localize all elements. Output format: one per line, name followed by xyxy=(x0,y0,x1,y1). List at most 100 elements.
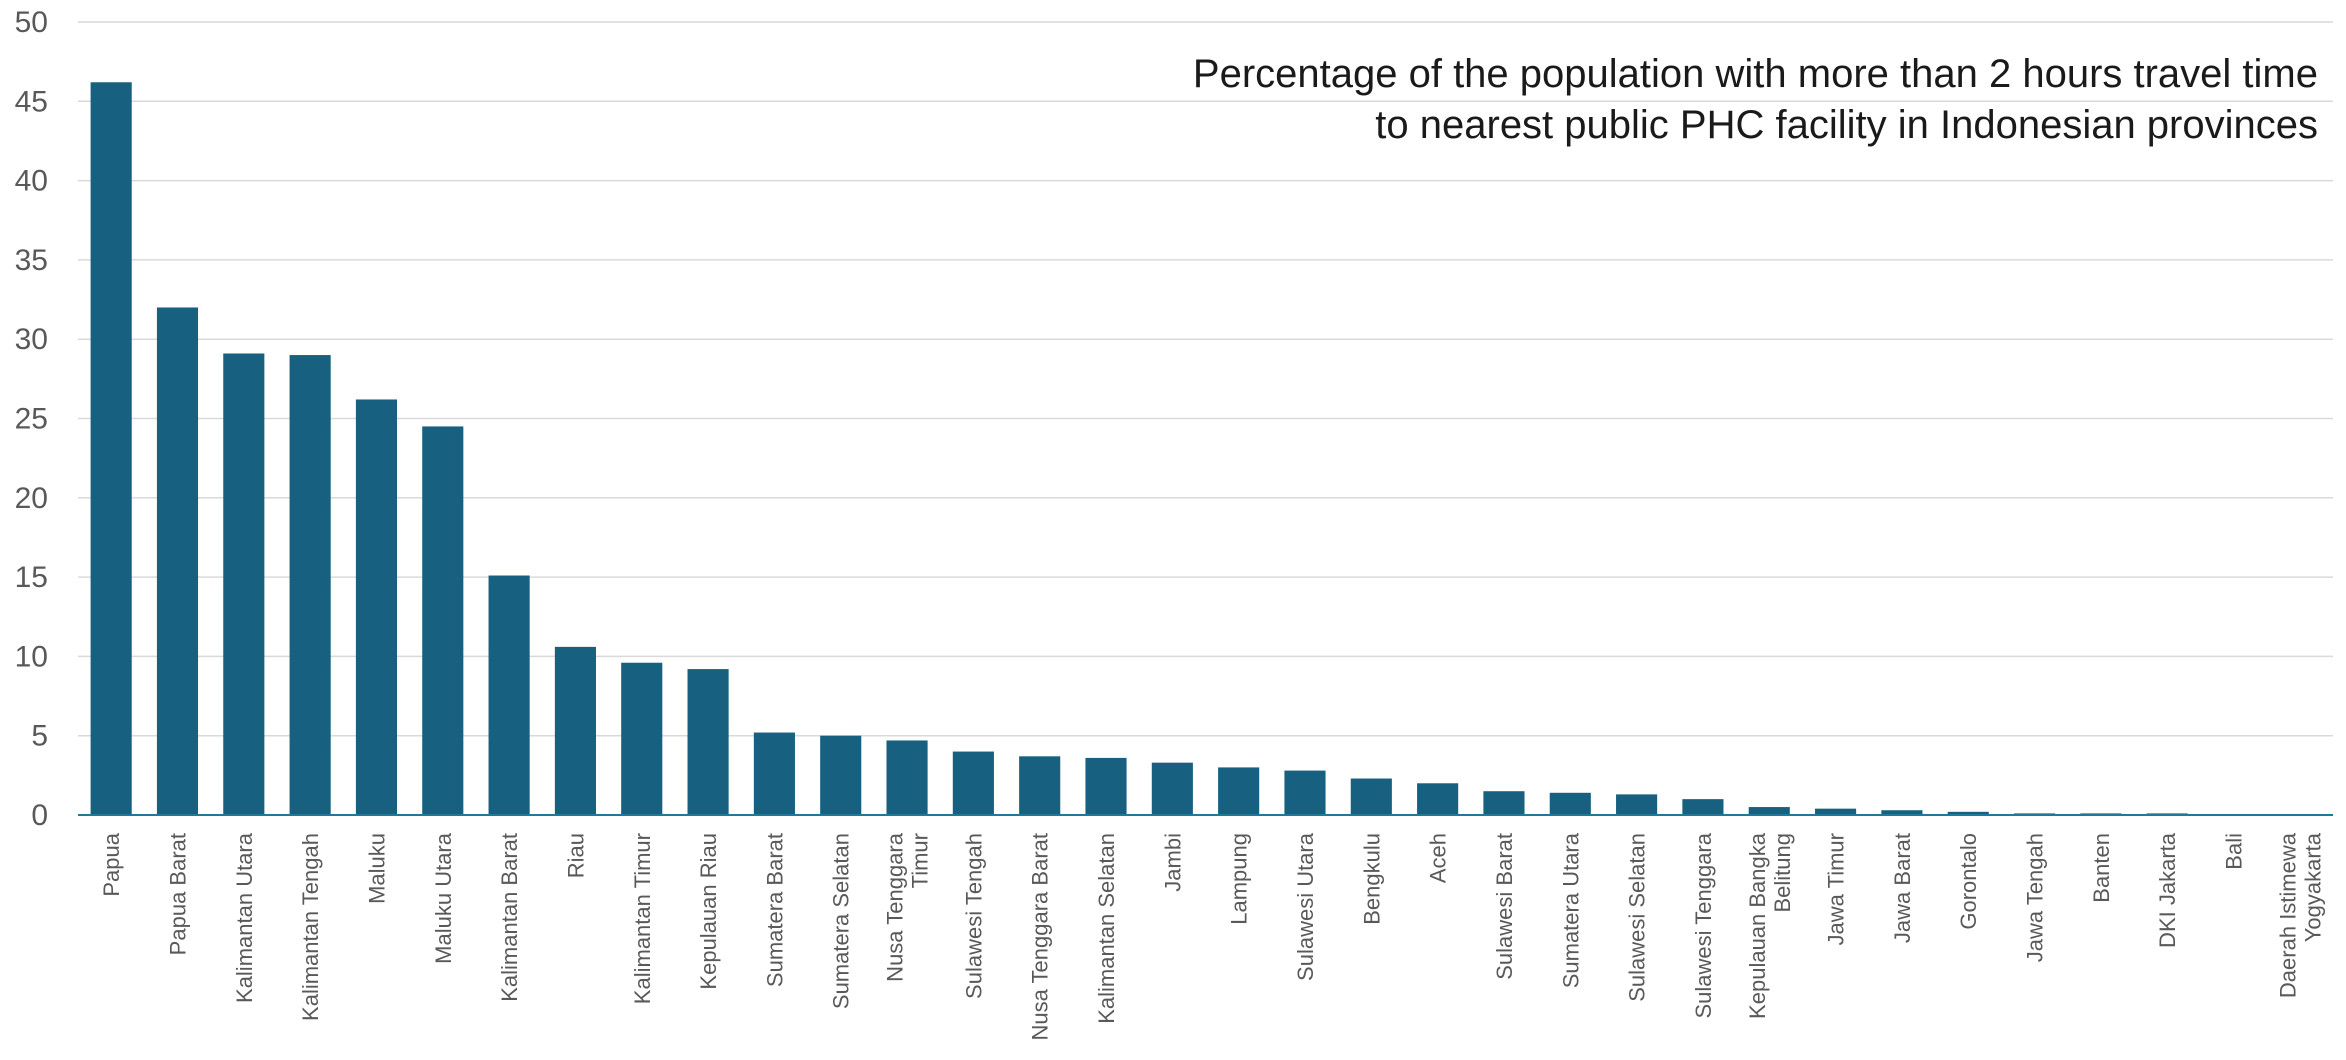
x-category-label: Kalimantan Tengah xyxy=(298,833,323,1021)
x-category-label: Aceh xyxy=(1426,833,1451,883)
x-category-label: Nusa TenggaraTimur xyxy=(883,832,933,982)
x-category-label-line: DKI Jakarta xyxy=(2155,832,2180,948)
x-category-label-line: Kalimantan Utara xyxy=(232,832,257,1003)
bar xyxy=(952,751,994,815)
bar xyxy=(1284,770,1326,815)
x-category-label-line: Jawa Timur xyxy=(1824,833,1849,945)
x-category-label: Sumatera Utara xyxy=(1558,832,1583,988)
x-category-label-line: Bali xyxy=(2222,833,2247,870)
y-tick-label: 20 xyxy=(15,482,48,515)
y-tick-label: 25 xyxy=(15,403,48,436)
x-category-label: Jawa Barat xyxy=(1890,833,1915,943)
x-category-label-line: Papua xyxy=(99,832,124,896)
bar xyxy=(1085,757,1127,815)
x-category-label-line: Timur xyxy=(908,833,933,888)
x-category-label-line: Gorontalo xyxy=(1956,833,1981,930)
x-category-label: Papua Barat xyxy=(165,833,190,955)
bars xyxy=(90,82,2321,815)
x-category-label-line: Kepulauan Bangka xyxy=(1745,832,1770,1019)
x-category-label-line: Sulawesi Selatan xyxy=(1625,833,1650,1002)
x-category-label-line: Sulawesi Utara xyxy=(1293,832,1318,981)
x-category-label-line: Jawa Barat xyxy=(1890,833,1915,943)
x-category-label: Daerah IstimewaYogyakarta xyxy=(2275,832,2325,998)
y-tick-label: 15 xyxy=(15,561,48,594)
y-tick-label: 35 xyxy=(15,244,48,277)
x-category-label: Gorontalo xyxy=(1956,833,1981,930)
bar xyxy=(554,646,596,815)
bar xyxy=(886,740,928,815)
x-category-label: Kalimantan Utara xyxy=(232,832,257,1003)
y-tick-label: 10 xyxy=(15,640,48,673)
x-category-label-line: Lampung xyxy=(1227,833,1252,925)
x-axis-category-labels: Papua Papua Barat Kalimantan Utara Kalimant… xyxy=(99,832,2325,1040)
x-category-label: Sulawesi Utara xyxy=(1293,832,1318,981)
x-category-label-line: Sulawesi Tenggara xyxy=(1691,832,1716,1018)
chart-title-line-2: to nearest public PHC facility in Indone… xyxy=(1375,103,2318,147)
bar xyxy=(753,732,795,815)
bar xyxy=(156,307,199,815)
y-tick-label: 50 xyxy=(15,6,48,39)
x-category-label: Bengkulu xyxy=(1359,833,1384,925)
x-category-label: Sumatera Selatan xyxy=(829,833,854,1009)
x-category-label: DKI Jakarta xyxy=(2155,832,2180,948)
x-category-label: Kalimantan Timur xyxy=(630,833,655,1004)
x-category-label-line: Yogyakarta xyxy=(2300,832,2325,942)
bar xyxy=(1218,767,1260,815)
bar xyxy=(223,353,265,815)
x-category-label: Jawa Tengah xyxy=(2023,833,2048,962)
bar xyxy=(488,575,530,815)
bar xyxy=(1151,762,1193,815)
bar xyxy=(820,735,862,815)
x-category-label-line: Kalimantan Barat xyxy=(497,833,522,1002)
bar xyxy=(1881,810,1923,815)
y-tick-label: 5 xyxy=(31,720,48,753)
bar xyxy=(90,82,132,815)
x-category-label: Sulawesi Barat xyxy=(1492,833,1517,980)
x-category-label: Sulawesi Tengah xyxy=(961,833,986,999)
x-category-label: Kepulauan Riau xyxy=(696,833,721,990)
bar xyxy=(1483,791,1525,815)
x-category-label-line: Sumatera Utara xyxy=(1558,832,1583,988)
x-category-label-line: Maluku Utara xyxy=(431,832,456,964)
x-category-label-line: Belitung xyxy=(1770,833,1795,913)
bar xyxy=(422,426,464,815)
x-category-label: Riau xyxy=(563,833,588,878)
bar xyxy=(687,669,729,815)
bar xyxy=(1748,807,1790,815)
bar xyxy=(355,399,398,815)
bar xyxy=(1019,756,1061,815)
x-category-label-line: Jawa Tengah xyxy=(2023,833,2048,962)
y-axis-ticks: 0 5 10 15 20 25 30 35 40 45 50 xyxy=(15,6,48,832)
x-category-label-line: Nusa Tenggara Barat xyxy=(1028,833,1053,1041)
bar xyxy=(1947,811,1989,815)
x-category-label-line: Sulawesi Tengah xyxy=(961,833,986,999)
x-category-label: Lampung xyxy=(1227,833,1252,925)
bar xyxy=(1417,783,1459,815)
x-category-label-line: Bengkulu xyxy=(1359,833,1384,925)
x-category-label: Kalimantan Barat xyxy=(497,833,522,1002)
x-category-label-line: Maluku xyxy=(364,833,389,904)
x-category-label-line: Banten xyxy=(2089,833,2114,903)
x-category-label: Kalimantan Selatan xyxy=(1094,833,1119,1024)
x-category-label: Sumatera Barat xyxy=(762,833,787,987)
x-category-label-line: Kalimantan Selatan xyxy=(1094,833,1119,1024)
bar xyxy=(1682,799,1724,815)
x-category-label-line: Sumatera Barat xyxy=(762,833,787,987)
x-category-label-line: Kalimantan Timur xyxy=(630,833,655,1004)
bar xyxy=(1350,778,1392,815)
x-category-label: Banten xyxy=(2089,833,2114,903)
x-category-label: Sulawesi Selatan xyxy=(1625,833,1650,1002)
x-category-label-line: Daerah Istimewa xyxy=(2275,832,2300,998)
x-category-label-line: Nusa Tenggara xyxy=(883,832,908,982)
y-tick-label: 40 xyxy=(15,165,48,198)
x-category-label: Bali xyxy=(2222,833,2247,870)
x-category-label-line: Kepulauan Riau xyxy=(696,833,721,990)
x-category-label-line: Kalimantan Tengah xyxy=(298,833,323,1021)
x-category-label-line: Jambi xyxy=(1160,833,1185,892)
x-category-label: Sulawesi Tenggara xyxy=(1691,832,1716,1018)
x-category-label: Kepulauan BangkaBelitung xyxy=(1745,832,1795,1019)
x-category-label: Maluku xyxy=(364,833,389,904)
x-category-label-line: Sumatera Selatan xyxy=(829,833,854,1009)
x-category-label: Nusa Tenggara Barat xyxy=(1028,833,1053,1041)
